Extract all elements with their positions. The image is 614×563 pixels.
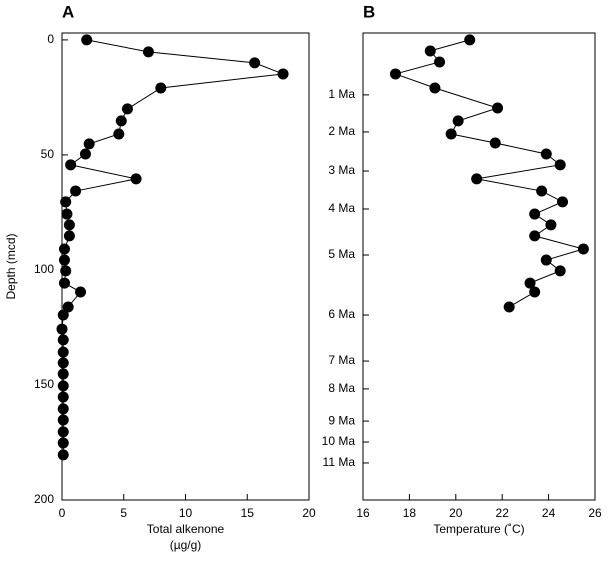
data-point bbox=[81, 34, 93, 46]
y-tick-label: 100 bbox=[34, 262, 54, 276]
panel-label: B bbox=[363, 2, 375, 21]
data-point bbox=[57, 437, 69, 449]
data-point bbox=[113, 128, 125, 140]
data-point bbox=[57, 357, 69, 369]
data-point bbox=[58, 254, 70, 266]
x-tick-label: 20 bbox=[449, 506, 463, 520]
data-point bbox=[142, 46, 154, 58]
x-tick-label: 10 bbox=[179, 506, 193, 520]
data-point bbox=[524, 277, 536, 289]
data-point bbox=[57, 334, 69, 346]
data-point bbox=[115, 115, 127, 127]
data-point bbox=[554, 159, 566, 171]
data-point bbox=[130, 173, 142, 185]
data-point bbox=[529, 286, 541, 298]
data-point bbox=[57, 346, 69, 358]
data-point bbox=[489, 137, 501, 149]
data-point bbox=[57, 391, 69, 403]
y-tick-label: 7 Ma bbox=[328, 353, 355, 367]
y-tick-label: 8 Ma bbox=[328, 381, 355, 395]
data-point bbox=[63, 230, 75, 242]
data-point bbox=[503, 301, 515, 313]
y-axis-label: Depth (mcd) bbox=[4, 233, 18, 299]
plot-frame bbox=[362, 32, 596, 501]
x-tick-label: 18 bbox=[403, 506, 417, 520]
y-tick-label: 0 bbox=[47, 32, 54, 46]
x-tick-label: 5 bbox=[120, 506, 127, 520]
plot-frame bbox=[61, 32, 310, 501]
data-point bbox=[57, 414, 69, 426]
data-point bbox=[57, 309, 69, 321]
y-tick-label: 3 Ma bbox=[328, 163, 355, 177]
data-point bbox=[60, 196, 72, 208]
data-point bbox=[155, 82, 167, 94]
data-point bbox=[557, 196, 569, 208]
data-point bbox=[554, 265, 566, 277]
y-tick-label: 6 Ma bbox=[328, 307, 355, 321]
data-point bbox=[60, 265, 72, 277]
x-axis-label: (µg/g) bbox=[170, 538, 202, 552]
y-tick-label: 4 Ma bbox=[328, 201, 355, 215]
x-axis-label: Total alkenone bbox=[147, 522, 225, 536]
data-point bbox=[545, 219, 557, 231]
data-point bbox=[389, 68, 401, 80]
data-point bbox=[121, 103, 133, 115]
data-point bbox=[464, 34, 476, 46]
x-axis-label: Temperature (˚C) bbox=[433, 522, 524, 536]
data-point bbox=[540, 254, 552, 266]
data-point bbox=[434, 56, 446, 68]
data-point bbox=[79, 148, 91, 160]
data-point bbox=[75, 286, 87, 298]
y-tick-label: 10 Ma bbox=[322, 434, 356, 448]
data-point bbox=[471, 173, 483, 185]
data-point bbox=[70, 185, 82, 197]
data-point bbox=[83, 138, 95, 150]
data-point bbox=[62, 301, 74, 313]
data-point bbox=[63, 219, 75, 231]
data-point bbox=[58, 243, 70, 255]
y-tick-label: 5 Ma bbox=[328, 247, 355, 261]
data-point bbox=[577, 243, 589, 255]
data-line bbox=[393, 39, 586, 308]
y-tick-label: 11 Ma bbox=[323, 455, 356, 469]
data-point bbox=[424, 45, 436, 57]
y-tick-label: 9 Ma bbox=[328, 413, 355, 427]
y-tick-label: 150 bbox=[34, 377, 54, 391]
panel-label: A bbox=[62, 2, 74, 21]
data-point bbox=[529, 230, 541, 242]
y-tick-label: 200 bbox=[34, 492, 54, 506]
data-point bbox=[445, 128, 457, 140]
data-point bbox=[529, 208, 541, 220]
data-point bbox=[57, 380, 69, 392]
x-tick-label: 20 bbox=[302, 506, 316, 520]
x-tick-label: 24 bbox=[542, 506, 556, 520]
data-point bbox=[57, 368, 69, 380]
data-point bbox=[61, 208, 73, 220]
data-point bbox=[57, 449, 69, 461]
data-point bbox=[249, 57, 261, 69]
data-point bbox=[65, 159, 77, 171]
y-tick-label: 2 Ma bbox=[328, 124, 355, 138]
data-point bbox=[536, 185, 548, 197]
data-point bbox=[452, 115, 464, 127]
y-tick-label: 50 bbox=[41, 147, 55, 161]
data-point bbox=[492, 102, 504, 114]
x-tick-label: 22 bbox=[496, 506, 510, 520]
data-point bbox=[56, 323, 68, 335]
data-line bbox=[61, 39, 284, 455]
data-point bbox=[57, 426, 69, 438]
data-point bbox=[429, 82, 441, 94]
data-point bbox=[540, 148, 552, 160]
data-point bbox=[277, 68, 289, 80]
x-tick-label: 0 bbox=[59, 506, 66, 520]
data-point bbox=[58, 277, 70, 289]
x-tick-label: 16 bbox=[356, 506, 370, 520]
x-tick-label: 26 bbox=[588, 506, 602, 520]
data-point bbox=[57, 403, 69, 415]
y-tick-label: 1 Ma bbox=[328, 87, 355, 101]
x-tick-label: 15 bbox=[241, 506, 255, 520]
